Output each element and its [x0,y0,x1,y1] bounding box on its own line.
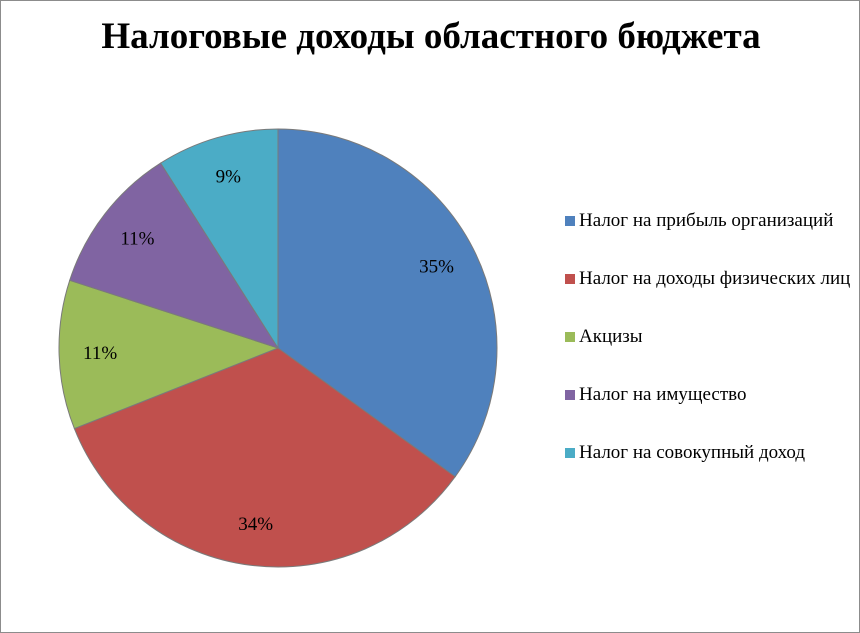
data-label-property-tax: 11% [120,228,154,249]
legend-item-property-tax: Налог на имущество [563,383,855,407]
legend-label: Налог на совокупный доход [579,442,806,463]
pie-slice-profit-tax [277,128,498,478]
legend-label: Налог на имущество [579,384,747,405]
legend-swatch [565,390,575,400]
legend-swatch [565,332,575,342]
pie-data-labels: 35% 34% 11% 11% 9% [83,167,454,535]
data-label-excise: 11% [83,343,117,364]
pie-slices [58,128,498,568]
pie-slice-aggregate-income-tax [159,128,279,350]
legend-item-personal-income-tax: Налог на доходы физических лиц [563,267,855,291]
data-label-personal-income-tax: 34% [238,514,273,535]
legend-label: Акцизы [579,326,643,347]
legend-label: Налог на прибыль организаций [579,210,834,231]
pie-slice-excise [58,279,280,430]
legend-label: Налог на доходы физических лиц [579,268,851,289]
data-label-profit-tax: 35% [419,257,454,278]
legend-swatch [565,216,575,226]
legend-item-excise: Акцизы [563,325,855,349]
legend-swatch [565,274,575,284]
pie-slice-property-tax [69,162,280,349]
pie-slice-personal-income-tax [73,347,456,568]
legend-swatch [565,448,575,458]
legend-item-profit-tax: Налог на прибыль организаций [563,209,855,233]
legend-item-aggregate-income-tax: Налог на совокупный доход [563,441,855,465]
chart-title: Налоговые доходы областного бюджета [101,16,761,57]
data-label-aggregate-income-tax: 9% [216,167,242,188]
